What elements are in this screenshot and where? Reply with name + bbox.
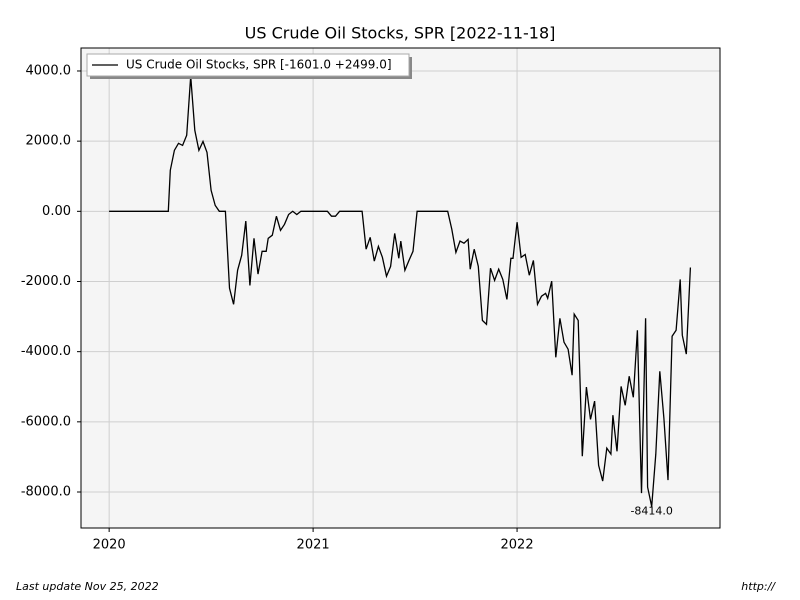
y-tick-label: -6000.0: [21, 414, 71, 429]
y-tick-label: 4000.0: [26, 63, 72, 78]
annotation: -8414.0: [630, 505, 672, 518]
footer-left: Last update Nov 25, 2022: [16, 580, 159, 593]
x-tick-label: 2020: [93, 538, 126, 553]
footer-right: http://: [741, 580, 776, 593]
y-tick-label: -2000.0: [21, 274, 71, 289]
chart-title: US Crude Oil Stocks, SPR [2022-11-18]: [245, 24, 556, 43]
y-tick-label: 0.00: [42, 204, 71, 219]
y-tick-label: -8000.0: [21, 485, 71, 500]
y-tick-label: -4000.0: [21, 344, 71, 359]
line-series: [109, 76, 692, 507]
x-tick-label: 2021: [297, 538, 330, 553]
y-tick-label: 2000.0: [26, 134, 72, 149]
legend-box: [86, 53, 410, 77]
plot-area: [81, 48, 720, 528]
plot-frame: [80, 47, 721, 529]
x-tick-label: 2022: [501, 538, 534, 553]
legend-label: US Crude Oil Stocks, SPR [-1601.0 +2499.…: [126, 58, 392, 72]
